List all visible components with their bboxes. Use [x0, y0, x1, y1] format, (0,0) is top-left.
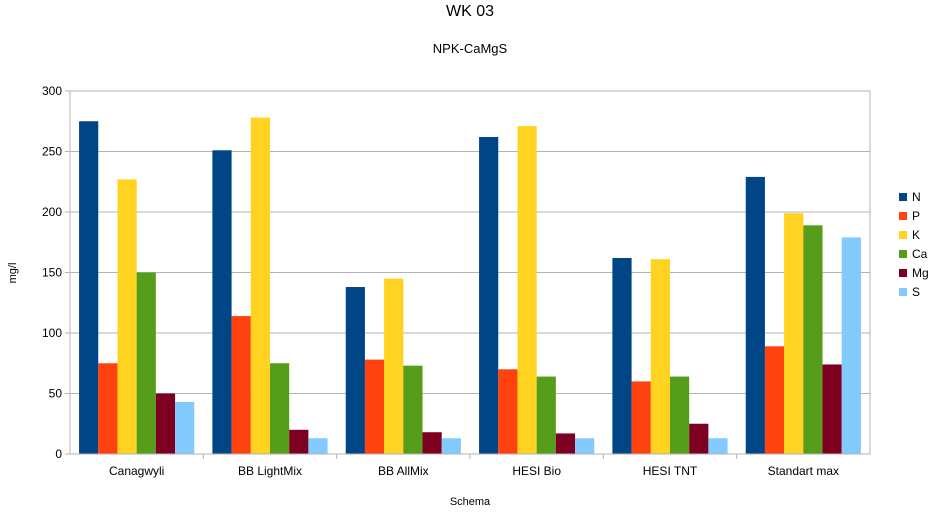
chart-title: WK 03 — [446, 3, 494, 20]
x-axis-label: Schema — [450, 496, 491, 508]
x-tick-label: BB AllMix — [378, 464, 429, 478]
bar-p — [631, 381, 651, 454]
legend-swatch-k — [899, 231, 907, 239]
bar-n — [612, 257, 632, 454]
legend: NPK Ca Mg S — [899, 190, 929, 299]
y-tick-label: 250 — [42, 145, 62, 159]
x-tick-label: HESI TNT — [643, 464, 698, 478]
bar-s — [841, 237, 861, 454]
legend-label-p: P — [912, 209, 920, 223]
y-tick-label: 50 — [49, 387, 63, 401]
bar-p — [764, 346, 785, 454]
bar-ca — [136, 272, 156, 454]
legend-label-k: K — [912, 228, 920, 242]
axes: 0 50 100 150 200 250 300 Canagwyli BB LightMix BB… — [42, 84, 871, 478]
bar-n — [79, 121, 99, 454]
legend-swatch-ca — [899, 250, 907, 258]
legend-swatch-n — [899, 193, 907, 201]
bar-p — [498, 369, 518, 454]
y-axis-label: mg/l — [7, 263, 19, 284]
bar-n — [345, 287, 365, 454]
bar-k — [517, 126, 537, 454]
bar-n — [479, 136, 499, 455]
x-tick-label: Canagwyli — [109, 464, 164, 478]
bar-ca — [803, 225, 823, 454]
bar-ca — [536, 376, 556, 454]
legend-swatch-s — [899, 288, 907, 296]
bar-s — [175, 401, 195, 454]
bar-p — [98, 363, 118, 454]
x-tick-label: Standart max — [768, 464, 839, 478]
bar-mg — [155, 393, 176, 454]
bar-n — [745, 176, 765, 454]
chart-subtitle: NPK-CaMgS — [433, 41, 508, 56]
legend-label-n: N — [912, 190, 921, 204]
bar-k — [384, 278, 404, 454]
bar-k — [650, 259, 670, 454]
bar-s — [308, 438, 328, 454]
bar-p — [231, 316, 251, 454]
x-tick-label: HESI Bio — [512, 464, 561, 478]
bar-mg — [689, 423, 709, 454]
x-tick-label: BB LightMix — [238, 464, 302, 478]
bar-s — [575, 438, 595, 454]
bar-k — [784, 213, 804, 454]
legend-label-s: S — [912, 285, 920, 299]
bar-ca — [270, 363, 290, 454]
bar-mg — [422, 432, 442, 454]
y-tick-label: 100 — [42, 326, 62, 340]
legend-label-ca: Ca — [912, 247, 928, 261]
y-tick-label: 150 — [42, 266, 62, 280]
legend-swatch-mg — [899, 269, 907, 277]
legend-swatch-p — [899, 212, 907, 220]
bar-n — [212, 150, 232, 455]
bar-s — [708, 438, 728, 454]
bar-ca — [670, 376, 690, 454]
y-tick-label: 0 — [55, 447, 62, 461]
bars — [79, 117, 861, 455]
bar-k — [250, 117, 270, 455]
bar-ca — [403, 365, 423, 454]
y-tick-label: 200 — [42, 205, 62, 219]
y-tick-label: 300 — [42, 84, 62, 98]
bar-mg — [289, 429, 309, 454]
legend-label-mg: Mg — [912, 266, 929, 280]
bar-s — [441, 438, 461, 454]
bar-mg — [555, 433, 576, 454]
bar-k — [117, 179, 137, 454]
bar-p — [364, 359, 385, 454]
bar-mg — [822, 364, 842, 454]
